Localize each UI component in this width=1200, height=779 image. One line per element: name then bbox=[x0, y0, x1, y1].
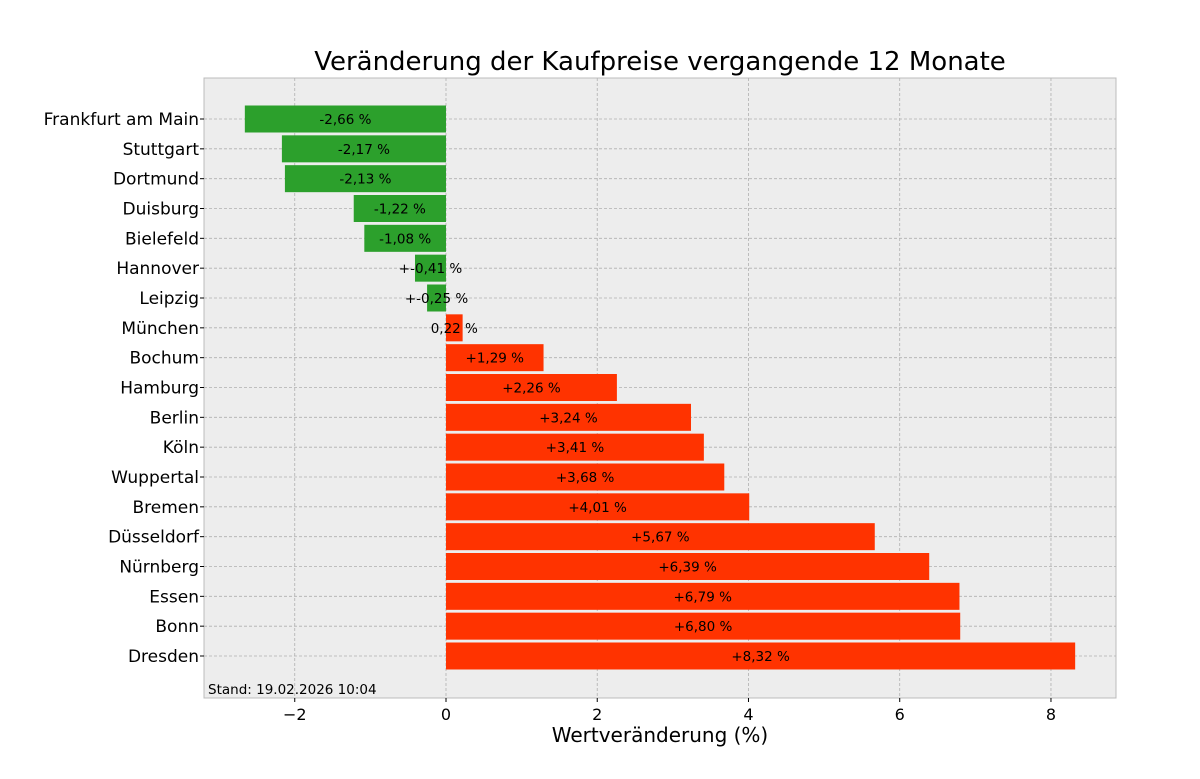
y-tick-label: Hannover bbox=[116, 259, 199, 279]
data-label: +3,41 % bbox=[546, 440, 605, 456]
x-tick-label: 6 bbox=[895, 705, 905, 724]
x-tick-label: 4 bbox=[743, 705, 753, 724]
bar bbox=[427, 284, 446, 312]
bar bbox=[445, 344, 544, 372]
bar bbox=[445, 582, 960, 610]
y-tick-label: Bonn bbox=[155, 617, 199, 637]
bar bbox=[445, 523, 875, 551]
x-tick-label: 0 bbox=[441, 705, 451, 724]
data-label: -1,08 % bbox=[379, 231, 431, 247]
bar bbox=[445, 612, 961, 640]
y-tick-label: Bochum bbox=[129, 349, 199, 369]
bar bbox=[284, 165, 446, 193]
bar bbox=[445, 553, 930, 580]
bar bbox=[445, 433, 704, 461]
data-label: +6,39 % bbox=[658, 560, 717, 576]
x-tick-label: 8 bbox=[1046, 705, 1056, 724]
bar bbox=[414, 254, 446, 282]
x-tick-label: 2 bbox=[592, 705, 602, 724]
bar bbox=[445, 403, 692, 431]
y-tick-label: Nürnberg bbox=[119, 558, 199, 578]
bar bbox=[445, 314, 463, 342]
y-tick-label: Stuttgart bbox=[123, 140, 200, 160]
bar bbox=[445, 463, 725, 491]
data-label: +1,29 % bbox=[466, 351, 525, 367]
bar bbox=[281, 135, 446, 163]
y-tick-label: Wuppertal bbox=[111, 468, 199, 488]
y-tick-label: Duisburg bbox=[123, 200, 200, 220]
y-tick-label: Berlin bbox=[150, 408, 199, 428]
y-tick-label: Bremen bbox=[132, 498, 199, 518]
data-label: +3,24 % bbox=[539, 410, 598, 426]
y-tick-label: Düsseldorf bbox=[108, 528, 200, 548]
bar bbox=[353, 195, 446, 222]
data-label: +6,79 % bbox=[673, 589, 732, 605]
data-label: +4,01 % bbox=[568, 500, 627, 516]
chart-title: Veränderung der Kaufpreise vergangende 1… bbox=[314, 47, 1006, 77]
data-label: -2,17 % bbox=[338, 142, 390, 158]
data-label: 0,22 % bbox=[431, 321, 478, 337]
data-label: -2,66 % bbox=[319, 112, 371, 128]
bar bbox=[364, 224, 446, 252]
y-tick-label: Dortmund bbox=[113, 170, 199, 190]
bar bbox=[445, 493, 750, 521]
data-label: +8,32 % bbox=[731, 649, 790, 665]
y-tick-label: Frankfurt am Main bbox=[44, 110, 199, 130]
data-label: +3,68 % bbox=[556, 470, 615, 486]
data-label: +6,80 % bbox=[674, 619, 733, 635]
y-tick-label: Essen bbox=[149, 587, 199, 607]
bar bbox=[244, 105, 446, 133]
data-label: +-0,41 % bbox=[399, 261, 463, 277]
data-label: -1,22 % bbox=[374, 202, 426, 218]
data-label: +2,26 % bbox=[502, 381, 561, 397]
timestamp-annotation: Stand: 19.02.2026 10:04 bbox=[208, 682, 377, 698]
x-tick-label: −2 bbox=[283, 705, 307, 724]
x-axis-label: Wertveränderung (%) bbox=[552, 723, 769, 747]
y-tick-label: Hamburg bbox=[120, 379, 199, 399]
bar bbox=[445, 642, 1076, 670]
data-label: +5,67 % bbox=[631, 530, 690, 546]
y-tick-label: Dresden bbox=[128, 647, 199, 667]
data-label: -2,13 % bbox=[339, 172, 391, 188]
bar bbox=[445, 374, 617, 401]
y-tick-label: Köln bbox=[163, 438, 199, 458]
y-tick-label: München bbox=[121, 319, 199, 339]
data-label: +-0,25 % bbox=[405, 291, 469, 307]
y-tick-label: Bielefeld bbox=[125, 229, 199, 249]
y-tick-label: Leipzig bbox=[139, 289, 199, 309]
